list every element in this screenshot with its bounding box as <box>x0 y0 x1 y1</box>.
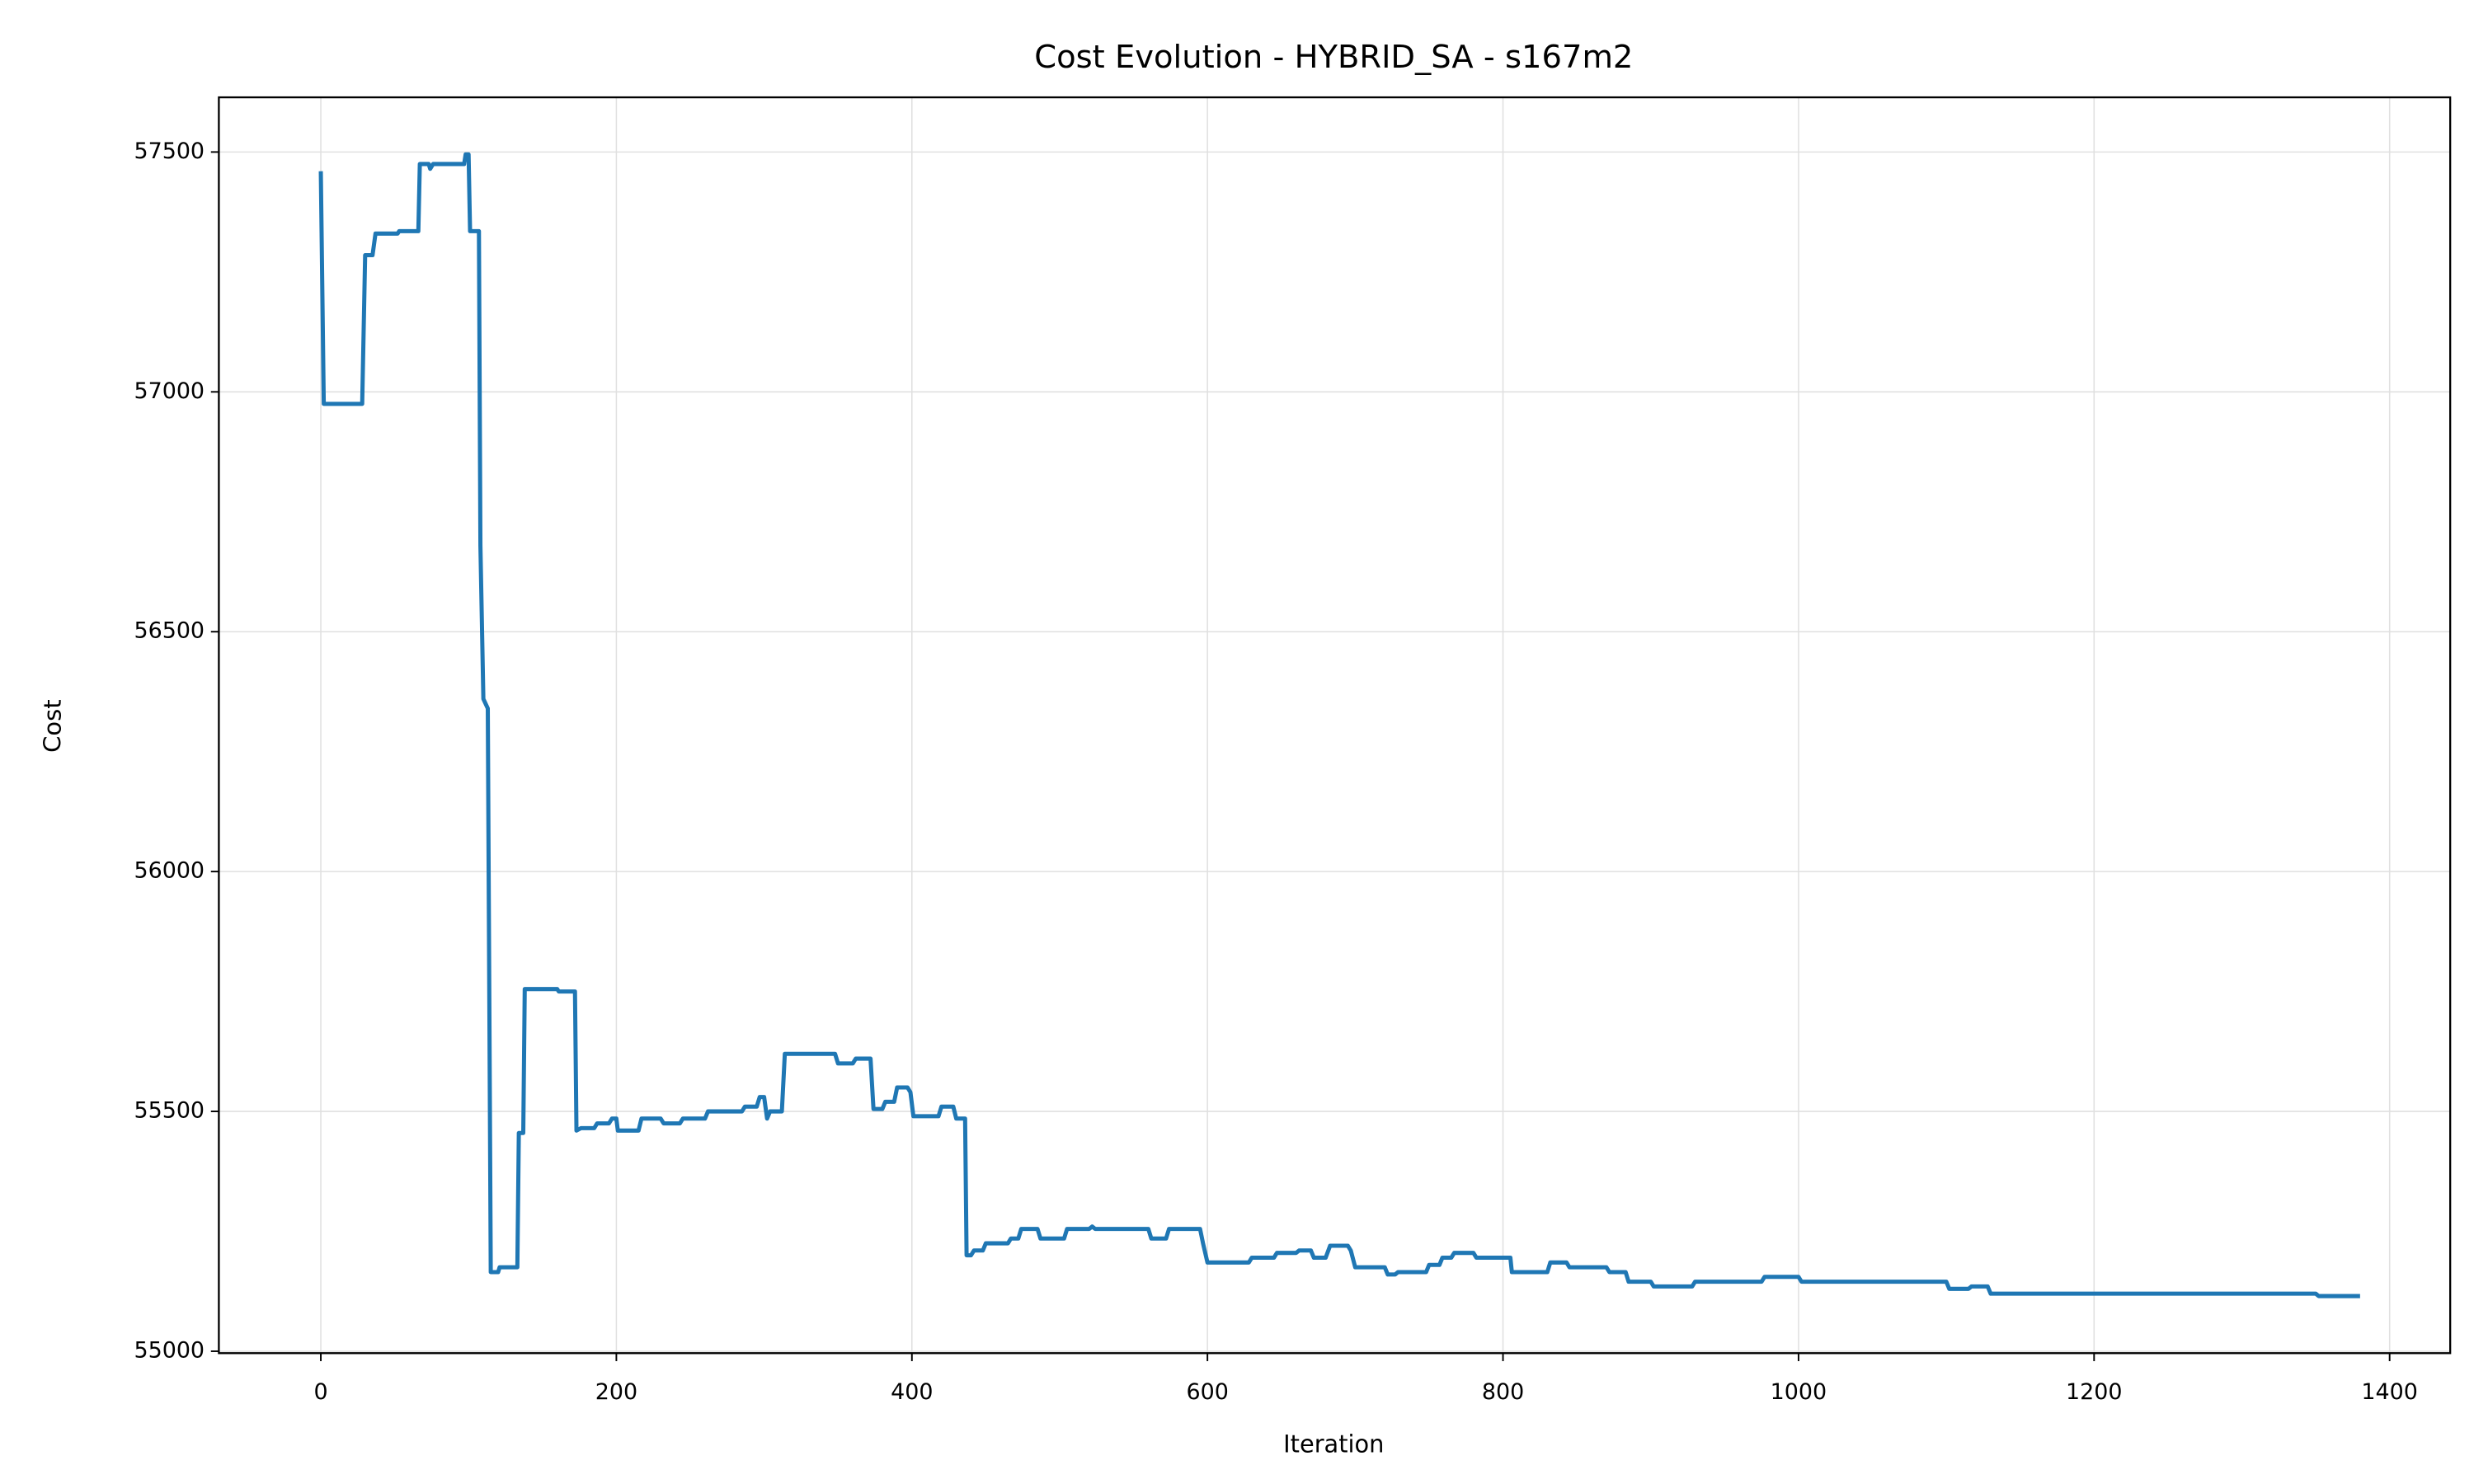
chart-title: Cost Evolution - HYBRID_SA - s167m2 <box>1034 39 1633 76</box>
x-tick-label: 1400 <box>2361 1379 2417 1405</box>
plot-frame <box>218 96 2452 1355</box>
x-axis-label: Iteration <box>1283 1430 1384 1458</box>
y-tick-label: 57000 <box>134 378 205 404</box>
y-tick-label: 55000 <box>134 1337 205 1363</box>
y-tick-label: 57500 <box>134 139 205 164</box>
x-tick-label: 800 <box>1482 1379 1524 1405</box>
x-tick-label: 600 <box>1186 1379 1228 1405</box>
x-tick-label: 1200 <box>2066 1379 2122 1405</box>
y-tick-label: 55500 <box>134 1097 205 1123</box>
x-tick-label: 400 <box>891 1379 933 1405</box>
y-axis-label: Cost <box>38 699 66 753</box>
x-tick-label: 1000 <box>1771 1379 1827 1405</box>
line <box>318 152 2360 1298</box>
x-tick-label: 0 <box>313 1379 327 1405</box>
y-tick-label: 56500 <box>134 618 205 644</box>
x-tick-label: 200 <box>595 1379 637 1405</box>
y-tick-label: 56000 <box>134 858 205 884</box>
